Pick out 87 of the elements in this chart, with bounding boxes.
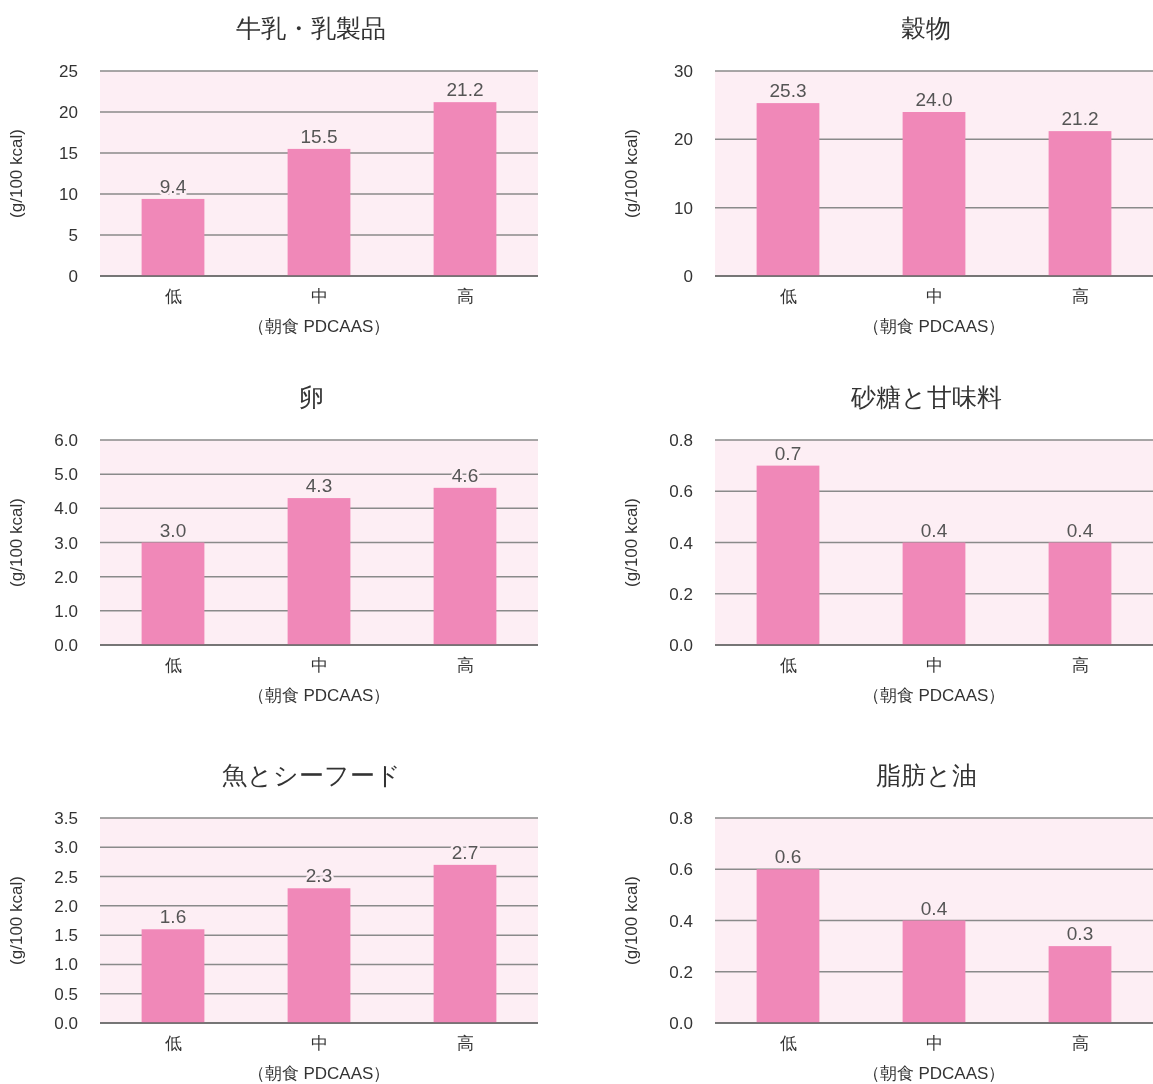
x-tick-label: 低 [164,656,182,675]
x-axis-title: （朝食 PDCAAS） [247,1064,391,1083]
data-label: 15.5 [300,125,338,147]
chart-title: 脂肪と油 [875,761,977,789]
y-tick-label: 6.0 [54,431,78,450]
data-label: 21.2 [1061,108,1099,130]
data-label: 0.4 [1066,519,1094,541]
y-tick-label: 25 [59,62,78,81]
y-axis-title: (g/100 kcal) [622,876,641,965]
y-tick-label: 4.0 [54,499,78,519]
y-tick-label: 0.0 [669,636,693,655]
y-tick-label: 0.0 [669,1014,693,1033]
y-tick-label: 1.0 [54,955,78,975]
chart-title: 砂糖と甘味料 [849,383,1002,411]
chart-title: 穀物 [901,14,951,42]
y-tick-label: 0.5 [54,984,78,1004]
y-tick-label: 0.0 [54,1014,78,1033]
x-tick-label: 中 [925,287,943,306]
x-tick-label: 高 [456,1034,474,1053]
x-tick-label: 高 [456,287,474,306]
data-label: 21.2 [446,79,484,101]
x-tick-label: 高 [1071,1034,1089,1053]
x-axis-title: （朝食 PDCAAS） [862,1064,1006,1083]
y-axis-title: (g/100 kcal) [622,129,641,218]
y-tick-label: 2.0 [54,567,78,587]
x-tick-label: 高 [1071,287,1089,306]
x-tick-label: 低 [164,1034,182,1053]
y-tick-label: 10 [674,198,693,218]
y-tick-label: 20 [674,130,693,150]
x-axis-title: （朝食 PDCAAS） [862,317,1006,336]
chart-title: 牛乳・乳製品 [236,14,386,42]
y-tick-label: 5 [68,226,78,245]
y-tick-label: 2.5 [54,867,78,887]
y-axis-title: (g/100 kcal) [7,498,26,587]
y-tick-label: 15 [59,144,78,163]
data-label: 1.6 [159,906,187,928]
x-tick-label: 中 [310,1034,328,1053]
data-label: 0.4 [920,897,948,919]
y-tick-label: 5.0 [54,465,78,485]
y-axis-title: (g/100 kcal) [622,498,641,587]
x-axis-title: （朝食 PDCAAS） [247,686,391,705]
chart-title: 魚とシーフード [221,761,401,789]
y-tick-label: 3.0 [54,533,78,553]
y-tick-label: 1.0 [54,601,78,621]
y-tick-label: 0.4 [669,911,693,931]
y-tick-label: 30 [674,62,693,81]
data-label: 0.3 [1066,923,1094,945]
x-tick-label: 中 [925,656,943,675]
x-axis-title: （朝食 PDCAAS） [862,686,1006,705]
data-label: 24.0 [915,89,953,110]
x-tick-label: 中 [310,656,328,675]
data-label: 4.3 [305,475,333,497]
x-tick-label: 低 [164,287,182,306]
y-tick-label: 0.6 [669,482,693,502]
data-label: 0.7 [774,442,802,464]
y-tick-label: 0 [683,267,693,286]
x-tick-label: 低 [779,656,797,675]
x-axis-title: （朝食 PDCAAS） [247,317,391,336]
y-tick-label: 3.0 [54,838,78,858]
x-tick-label: 高 [1071,656,1089,675]
data-label: 3.0 [159,519,187,541]
y-tick-label: 0.6 [669,860,693,880]
data-label: 25.3 [769,80,807,102]
y-tick-label: 0.0 [54,636,78,655]
data-label: 0.6 [774,846,802,868]
x-tick-label: 高 [456,656,474,675]
y-tick-label: 0.8 [669,431,693,450]
y-axis-title: (g/100 kcal) [7,876,26,965]
y-tick-label: 0.2 [669,962,693,982]
y-tick-label: 0.2 [669,584,693,604]
y-tick-label: 0.8 [669,809,693,828]
y-tick-label: 2.0 [54,896,78,916]
x-tick-label: 中 [310,287,328,306]
y-tick-label: 0 [68,267,78,286]
x-tick-label: 低 [779,1034,797,1053]
y-tick-label: 0.4 [669,533,693,553]
data-label: 9.4 [159,175,187,197]
y-tick-label: 20 [59,103,78,122]
x-tick-label: 低 [779,287,797,306]
y-tick-label: 10 [59,185,78,204]
y-tick-label: 1.5 [54,926,78,946]
y-tick-label: 3.5 [54,809,78,828]
chart-title: 卵 [298,383,324,411]
data-label: 0.4 [920,519,948,541]
x-tick-label: 中 [925,1034,943,1053]
data-label: 2.7 [451,841,479,863]
y-axis-title: (g/100 kcal) [7,129,26,218]
